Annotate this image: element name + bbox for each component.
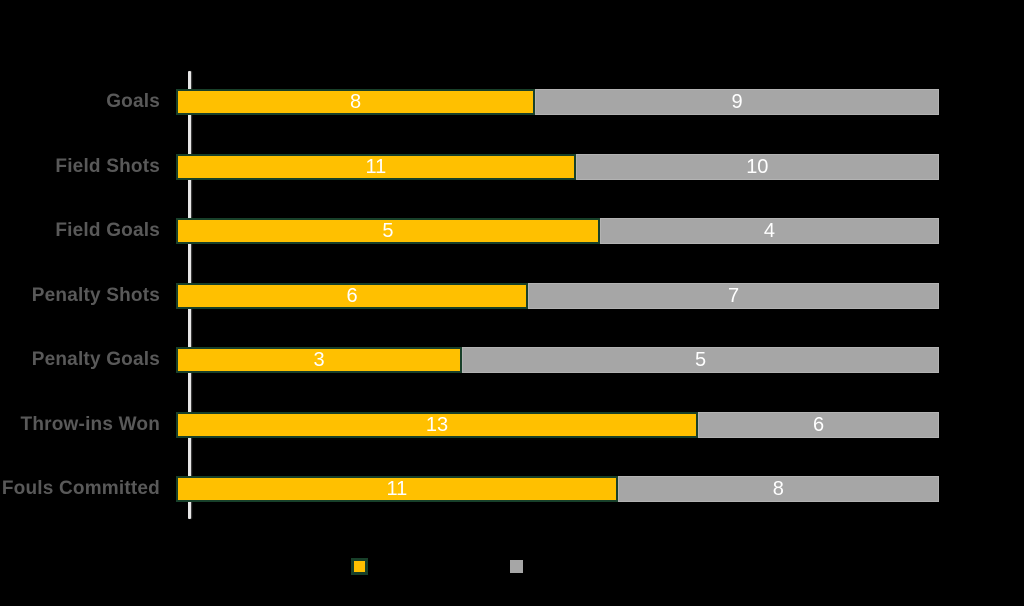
bar-track: 11 8 [176, 476, 939, 503]
value-label: 11 [365, 155, 387, 178]
chart-row: Goals 8 9 [0, 70, 1024, 135]
category-label: Field Shots [55, 155, 160, 177]
bar-segment-gray: 5 [462, 347, 939, 374]
bar-segment-yellow: 11 [176, 476, 618, 503]
legend-swatch-gray [510, 560, 523, 573]
value-label: 8 [349, 91, 362, 114]
bar-segment-yellow: 11 [176, 153, 576, 180]
value-label: 5 [695, 349, 707, 372]
chart-row: Field Shots 11 10 [0, 135, 1024, 200]
chart-row: Fouls Committed 11 8 [0, 457, 1024, 522]
bar-segment-yellow: 3 [176, 347, 463, 374]
value-label: 10 [746, 155, 769, 178]
legend [0, 556, 1024, 580]
legend-swatch-yellow [351, 558, 368, 575]
bar-segment-gray: 4 [599, 218, 939, 245]
value-label: 6 [346, 284, 358, 307]
category-label: Goals [106, 91, 160, 113]
chart-row: Field Goals 5 4 [0, 199, 1024, 264]
value-label: 8 [772, 478, 784, 501]
value-label: 5 [382, 220, 394, 243]
value-label: 11 [386, 478, 408, 501]
bar-segment-yellow: 13 [176, 411, 699, 438]
category-label: Field Goals [55, 220, 160, 242]
value-label: 4 [763, 220, 775, 243]
category-label: Penalty Shots [31, 284, 160, 306]
chart-row: Penalty Shots 6 7 [0, 264, 1024, 329]
bar-segment-yellow: 6 [176, 282, 529, 309]
value-label: 13 [425, 413, 449, 436]
bar-track: 13 6 [176, 411, 939, 438]
value-label: 7 [728, 284, 740, 307]
bar-segment-yellow: 5 [176, 218, 600, 245]
value-label: 3 [313, 349, 325, 372]
bar-track: 11 10 [176, 153, 939, 180]
bar-segment-gray: 9 [535, 89, 939, 116]
value-label: 9 [731, 91, 743, 114]
category-label: Throw-ins Won [20, 413, 160, 435]
chart-row: Throw-ins Won 13 6 [0, 393, 1024, 458]
stacked-bar-chart: Goals 8 9 Field Shots 11 10 Field Goals 5 4 Penal… [0, 70, 1024, 522]
bar-segment-gray: 10 [575, 153, 939, 180]
category-label: Penalty Goals [31, 349, 160, 371]
chart-row: Penalty Goals 3 5 [0, 328, 1024, 393]
bar-segment-gray: 7 [528, 282, 939, 309]
bar-segment-gray: 8 [617, 476, 939, 503]
value-label: 6 [812, 413, 825, 436]
bar-segment-yellow: 8 [176, 89, 536, 116]
category-label: Fouls Committed [1, 478, 160, 500]
bar-segment-gray: 6 [698, 411, 939, 438]
